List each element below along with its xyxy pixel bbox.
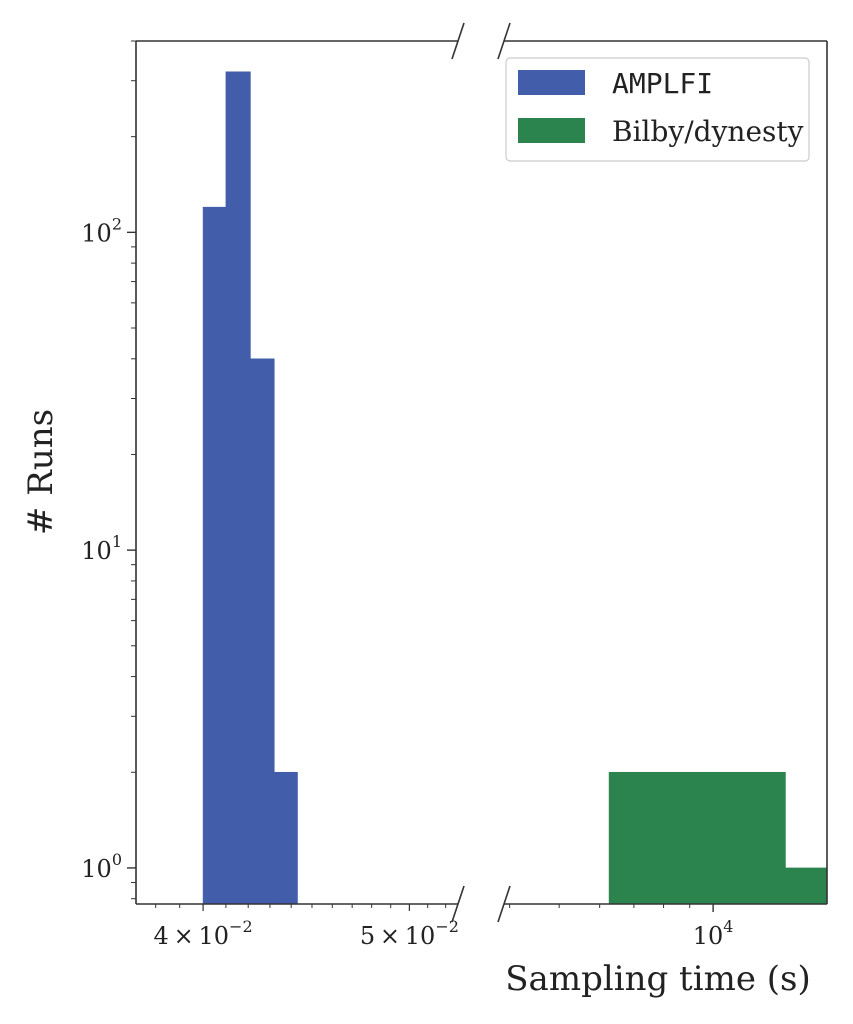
x-right-tick-label-0: 104	[693, 917, 734, 950]
amplfi-bar-2	[250, 358, 275, 905]
y-axis-label: # Runs	[21, 409, 61, 535]
x-left-tick-label-1: 5 × 10−2	[360, 917, 459, 950]
amplfi-bar-3	[273, 771, 298, 905]
amplfi-bar-1	[225, 71, 251, 905]
bilby-bar-2	[785, 867, 828, 905]
legend-swatch-amplfi	[518, 70, 585, 95]
legend-label-amplfi: AMPLFI	[612, 67, 713, 100]
axis-break-mark-1	[451, 885, 465, 923]
legend-swatch-bilby	[518, 118, 585, 143]
x-axis-label: Sampling time (s)	[505, 959, 810, 999]
bilby-bar-1	[712, 771, 786, 905]
bilby-bars	[608, 771, 828, 905]
legend-label-bilby: Bilby/dynesty	[612, 115, 804, 148]
ticks: 100 101 102 4 × 10−2 5 × 10−2 104	[81, 40, 734, 950]
y-tick-label-1: 101	[81, 532, 122, 565]
axis-break-mark-0	[451, 22, 465, 60]
axis-break-mark-2	[497, 22, 511, 60]
axes	[135, 22, 828, 923]
x-left-tick-label-0: 4 × 10−2	[154, 917, 253, 950]
bilby-bar-0	[608, 771, 714, 905]
legend: AMPLFI Bilby/dynesty	[505, 57, 810, 162]
y-tick-label-0: 100	[81, 850, 122, 883]
axis-break-mark-3	[497, 885, 511, 923]
y-tick-label-2: 102	[81, 214, 122, 247]
amplfi-bars	[202, 71, 298, 905]
amplfi-bar-0	[202, 206, 227, 905]
